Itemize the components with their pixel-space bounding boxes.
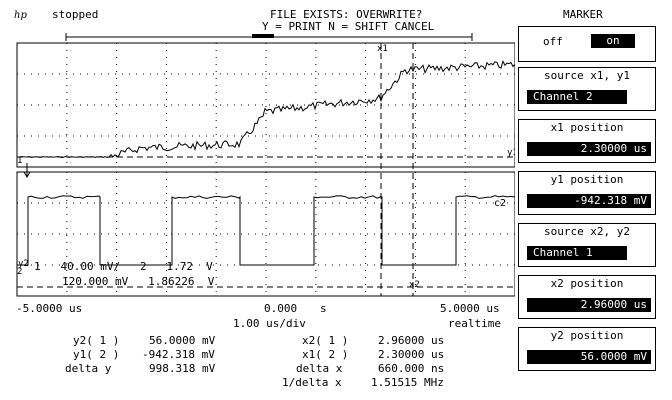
ch1-ground-label: 1: [17, 156, 22, 166]
source-x2y2-softkey[interactable]: source x2, y2 Channel 1: [518, 223, 656, 267]
channel-scale-line-1: 1 40.00 mV/ 2 1.72 V: [34, 260, 213, 273]
y1-position-softkey[interactable]: y1 position -942.318 mV: [518, 171, 656, 215]
x1-position-title: x1 position: [550, 121, 624, 134]
readout-dx-label: delta x: [296, 362, 343, 375]
ch2-gridlines: [17, 43, 515, 167]
message-line-1: FILE EXISTS: OVERWRITE?: [270, 8, 423, 21]
y2-position-value: 56.0000 mV: [527, 350, 651, 364]
run-status: stopped: [52, 8, 99, 21]
acquisition-mode: realtime: [448, 317, 501, 330]
marker-y2-label: y2: [18, 259, 29, 269]
readout-x2-label: x2( 1 ): [302, 334, 349, 347]
readout-inv-dx-label: 1/delta x: [282, 376, 342, 389]
readout-y2-label: y2( 1 ): [73, 334, 120, 347]
channel-1-waveform: [17, 195, 515, 266]
channel-scale-line-2: 120.000 mV 1.86226 V: [62, 275, 215, 288]
source-x2y2-title: source x2, y2: [543, 225, 631, 238]
y1-position-title: y1 position: [550, 173, 624, 186]
readout-dx-value: 660.000 ns: [378, 362, 445, 375]
readout-x2-value: 2.96000 us: [378, 334, 445, 347]
readout-x1-value: 2.30000 us: [378, 348, 445, 361]
marker-toggle-off[interactable]: off: [543, 35, 563, 48]
readout-y2-value: 56.0000 mV: [149, 334, 216, 347]
readout-y1-value: -942.318 mV: [142, 348, 215, 361]
x2-position-value: 2.96000 us: [527, 298, 651, 312]
x1-position-softkey[interactable]: x1 position 2.30000 us: [518, 119, 656, 163]
y1-position-value: -942.318 mV: [527, 194, 651, 208]
channel-2-waveform: [16, 59, 515, 159]
x-axis-right-label: 5.0000 us: [440, 302, 500, 315]
source-x2y2-value: Channel 1: [527, 246, 627, 260]
ch2-ground-label: 2: [17, 267, 22, 277]
readout-y1-label: y1( 2 ): [73, 348, 120, 361]
readout-dy-label: delta y: [65, 362, 112, 375]
source-x1y1-title: source x1, y1: [543, 69, 631, 82]
memory-bar-window: [252, 34, 274, 38]
readout-x1-label: x1( 2 ): [302, 348, 349, 361]
ch2-ground-arrow: [23, 163, 31, 178]
message-line-2: Y = PRINT N = SHIFT CANCEL: [262, 20, 435, 33]
source-x1y1-softkey[interactable]: source x1, y1 Channel 2: [518, 67, 656, 111]
marker-toggle-on[interactable]: on: [591, 34, 635, 48]
c2-label: c2: [494, 198, 506, 209]
x1-position-value: 2.30000 us: [527, 142, 651, 156]
source-x1y1-value: Channel 2: [527, 90, 627, 104]
marker-x1-label: x1: [377, 44, 388, 54]
x2-position-softkey[interactable]: x2 position 2.96000 us: [518, 275, 656, 319]
marker-toggle[interactable]: off on: [518, 26, 656, 62]
readout-dy-value: 998.318 mV: [149, 362, 216, 375]
hp-logo: hp: [14, 10, 27, 21]
y2-position-title: y2 position: [550, 329, 624, 342]
y2-position-softkey[interactable]: y2 position 56.0000 mV: [518, 327, 656, 371]
x2-position-title: x2 position: [550, 277, 624, 290]
x-axis-center-label: 0.000: [264, 302, 298, 315]
timebase-label: 1.00 us/div: [233, 317, 306, 330]
x-axis-left-label: -5.0000 us: [16, 302, 83, 315]
marker-menu-title: MARKER: [563, 8, 603, 21]
x-axis-center-unit: s: [320, 302, 327, 315]
marker-y1-label: y1: [507, 148, 515, 158]
readout-inv-dx-value: 1.51515 MHz: [371, 376, 444, 389]
scope-display: x1 x2 y1 y2 c2 1 2 1 40.00 mV/ 2 1.72 V …: [16, 33, 515, 297]
marker-x2-label: x2: [409, 280, 420, 290]
